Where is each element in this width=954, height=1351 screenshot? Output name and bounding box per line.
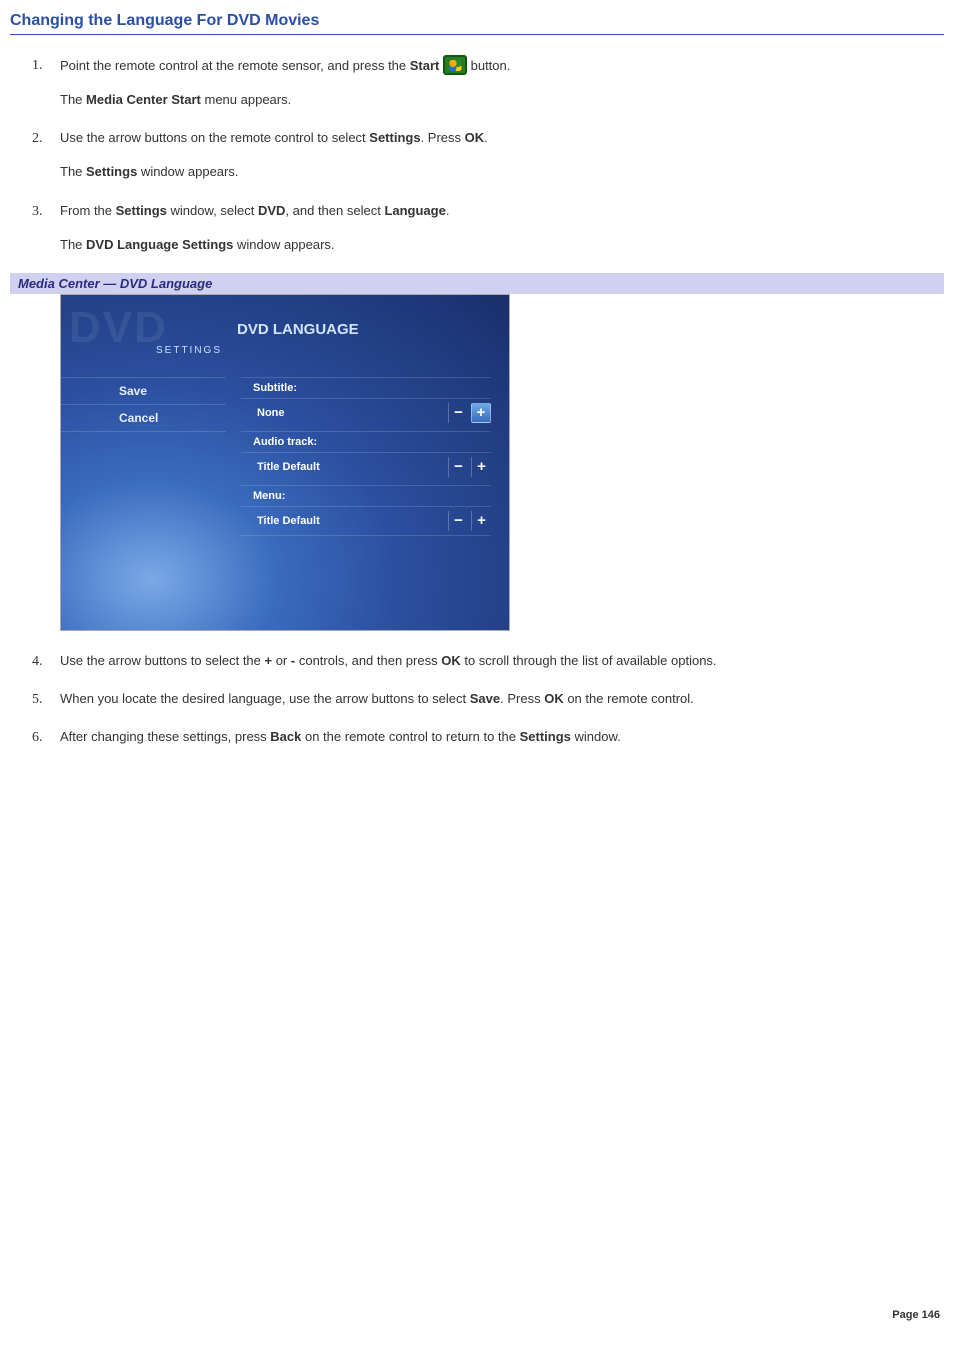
cancel-button[interactable]: Cancel (61, 404, 226, 432)
text: button. (467, 58, 510, 73)
settings-breadcrumb: SETTINGS (156, 345, 222, 356)
text: Point the remote control at the remote s… (60, 58, 410, 73)
subtitle-plus-button[interactable]: + (471, 403, 491, 423)
text: menu appears. (201, 92, 291, 107)
steps-list: Point the remote control at the remote s… (10, 55, 944, 255)
bold-text: Save (470, 691, 500, 706)
audio-row: Audio track: Title Default − + (241, 431, 491, 481)
subtitle-minus-button[interactable]: − (448, 403, 468, 423)
text: , and then select (285, 203, 384, 218)
text: on the remote control to return to the (301, 729, 519, 744)
text: or (272, 653, 291, 668)
start-button-icon (443, 55, 467, 75)
step-3: From the Settings window, select DVD, an… (60, 201, 944, 255)
audio-plus-button[interactable]: + (471, 457, 491, 477)
menu-minus-button[interactable]: − (448, 511, 468, 531)
text: From the (60, 203, 116, 218)
save-button[interactable]: Save (61, 377, 226, 404)
screenshot-caption: Media Center — DVD Language (10, 273, 944, 294)
bold-text: DVD Language Settings (86, 237, 233, 252)
step-5: When you locate the desired language, us… (60, 689, 944, 709)
bold-text: OK (465, 130, 485, 145)
media-center-screenshot: DVD SETTINGS DVD LANGUAGE Save Cancel Su… (60, 294, 510, 631)
bold-text: Media Center Start (86, 92, 201, 107)
settings-column: Subtitle: None − + Audio track: Title De… (241, 377, 491, 540)
step-6: After changing these settings, press Bac… (60, 727, 944, 747)
dvd-ghost-text: DVD (69, 303, 168, 353)
step-1: Point the remote control at the remote s… (60, 55, 944, 110)
text: window appears. (137, 164, 238, 179)
menu-value-row: Title Default − + (241, 506, 491, 536)
text: . (446, 203, 450, 218)
screen-title: DVD LANGUAGE (237, 321, 359, 338)
bold-text: Start (410, 58, 440, 73)
page-heading: Changing the Language For DVD Movies (10, 12, 944, 35)
bold-text: Settings (520, 729, 571, 744)
subtitle-row: Subtitle: None − + (241, 377, 491, 427)
audio-value-row: Title Default − + (241, 452, 491, 481)
subtitle-value-row: None − + (241, 398, 491, 427)
bold-text: Language (384, 203, 445, 218)
text: After changing these settings, press (60, 729, 270, 744)
text: to scroll through the list of available … (461, 653, 717, 668)
menu-label: Menu: (241, 485, 491, 506)
bold-text: OK (441, 653, 461, 668)
text: The (60, 237, 86, 252)
bold-text: Settings (369, 130, 420, 145)
bold-text: DVD (258, 203, 285, 218)
bold-text: Settings (86, 164, 137, 179)
text: Use the arrow buttons to select the (60, 653, 265, 668)
text: . Press (421, 130, 465, 145)
menu-plus-button[interactable]: + (471, 511, 491, 531)
bold-text: OK (544, 691, 564, 706)
left-column: Save Cancel (61, 377, 226, 432)
text: Use the arrow buttons on the remote cont… (60, 130, 369, 145)
text: The (60, 164, 86, 179)
text: controls, and then press (295, 653, 441, 668)
text: . (484, 130, 488, 145)
text: . Press (500, 691, 544, 706)
bold-text: Settings (116, 203, 167, 218)
bold-text: + (265, 653, 273, 668)
audio-value: Title Default (257, 461, 445, 473)
text: window appears. (233, 237, 334, 252)
subtitle-label: Subtitle: (241, 377, 491, 398)
text: The (60, 92, 86, 107)
menu-row: Menu: Title Default − + (241, 485, 491, 536)
text: When you locate the desired language, us… (60, 691, 470, 706)
menu-value: Title Default (257, 515, 445, 527)
subtitle-value: None (257, 407, 445, 419)
audio-minus-button[interactable]: − (448, 457, 468, 477)
step-4: Use the arrow buttons to select the + or… (60, 651, 944, 671)
steps-list-continued: Use the arrow buttons to select the + or… (10, 651, 944, 747)
audio-label: Audio track: (241, 431, 491, 452)
text: window. (571, 729, 621, 744)
step-2: Use the arrow buttons on the remote cont… (60, 128, 944, 182)
bold-text: Back (270, 729, 301, 744)
page-number: Page 146 (892, 1309, 940, 1321)
text: on the remote control. (564, 691, 694, 706)
text: window, select (167, 203, 258, 218)
